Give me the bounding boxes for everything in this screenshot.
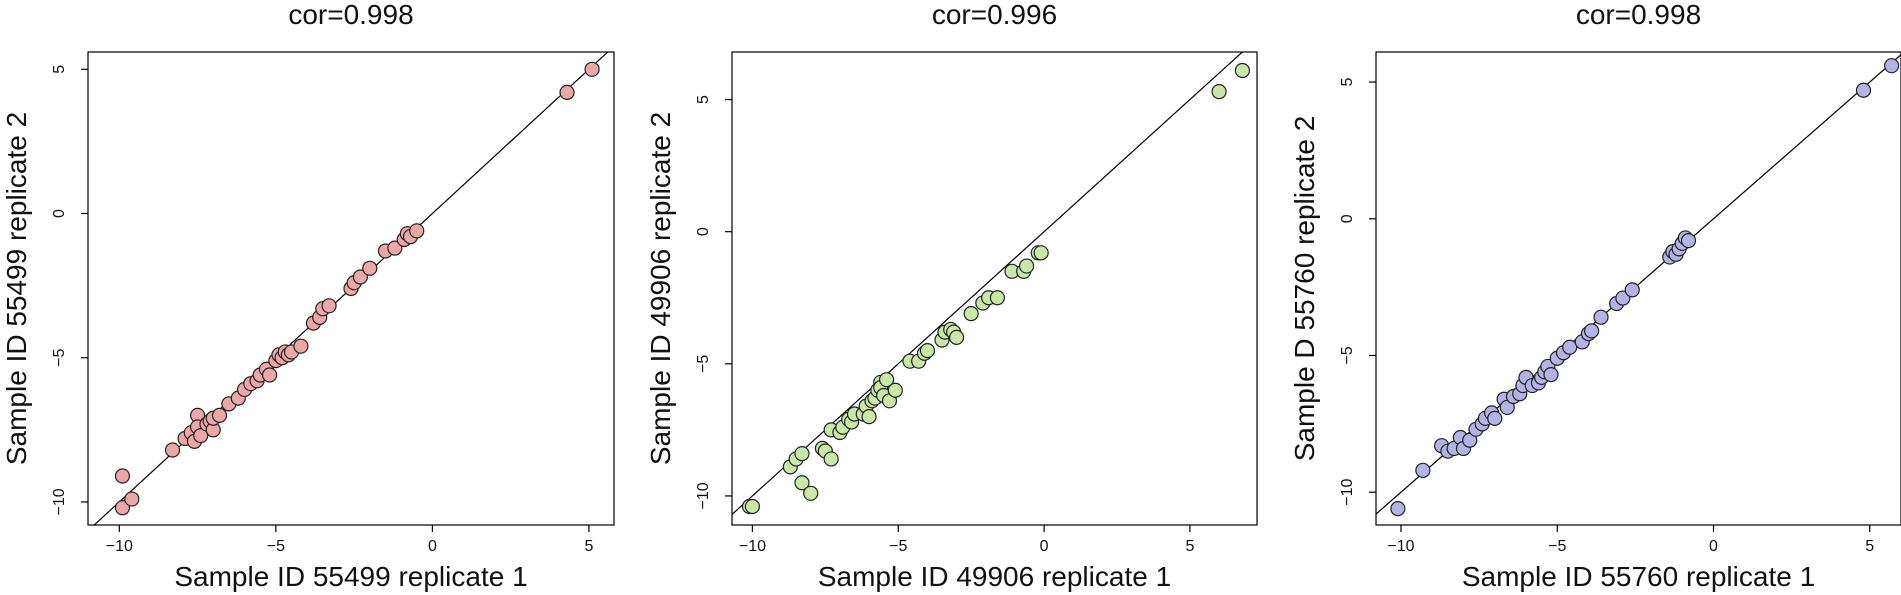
y-tick-label: 0 bbox=[695, 227, 712, 236]
data-point bbox=[409, 223, 425, 239]
panel-title: cor=0.998 bbox=[288, 0, 413, 30]
x-tick-label: −10 bbox=[1387, 538, 1414, 555]
x-axis-label: Sample ID 55499 replicate 1 bbox=[174, 561, 527, 592]
data-point bbox=[919, 342, 936, 359]
data-point bbox=[963, 306, 979, 322]
data-point bbox=[164, 442, 181, 458]
data-point bbox=[559, 84, 575, 100]
scatter-panel-1: cor=0.998 −10 −5 0 5 −10 −5 0 5 Sample ID 55499 r… bbox=[1, 0, 615, 592]
panel-title: cor=0.998 bbox=[1576, 0, 1701, 30]
y-tick-label: −10 bbox=[51, 488, 68, 515]
data-point bbox=[1234, 62, 1251, 79]
x-tick-label: 5 bbox=[584, 538, 593, 555]
data-point bbox=[1584, 323, 1600, 339]
x-tick-label: 0 bbox=[1709, 538, 1718, 555]
x-tick-label: 0 bbox=[428, 538, 437, 555]
data-point bbox=[193, 427, 209, 444]
data-point bbox=[878, 372, 895, 388]
y-tick-label: −5 bbox=[51, 349, 68, 367]
x-tick-label: −5 bbox=[267, 538, 285, 555]
y-tick-label: 0 bbox=[1339, 214, 1356, 223]
data-point bbox=[321, 298, 337, 314]
data-point bbox=[1018, 258, 1035, 274]
y-tick-label: −10 bbox=[1339, 479, 1356, 506]
data-point bbox=[1855, 82, 1872, 98]
data-point bbox=[1543, 367, 1559, 383]
identity-reference-line bbox=[732, 52, 1244, 516]
data-point bbox=[352, 269, 368, 285]
scatter-panel-2: cor=0.996 −10 −5 0 5 −10 −5 0 5 Sample ID 49906 r… bbox=[645, 0, 1258, 592]
plot-frame bbox=[1375, 51, 1901, 526]
data-point bbox=[989, 290, 1006, 306]
x-axis-label: Sample ID 55760 replicate 1 bbox=[1462, 561, 1815, 592]
y-tick-label: 0 bbox=[51, 209, 68, 218]
y-tick-label: 5 bbox=[1339, 78, 1356, 87]
data-point bbox=[261, 367, 278, 383]
x-tick-label: 0 bbox=[1040, 538, 1049, 555]
x-tick-label: −10 bbox=[739, 538, 766, 555]
data-point bbox=[124, 491, 140, 507]
plot-frame bbox=[731, 51, 1258, 526]
y-tick-label: −10 bbox=[695, 482, 712, 509]
data-point bbox=[1390, 500, 1406, 517]
y-tick-label: 5 bbox=[695, 95, 712, 104]
scatter-panel-3: cor=0.998 −10 −5 0 5 −10 −5 0 5 Sample ID 55760 r… bbox=[1289, 0, 1901, 592]
data-point bbox=[861, 409, 877, 425]
data-point bbox=[744, 498, 761, 515]
y-tick-label: −5 bbox=[1339, 346, 1356, 364]
data-point bbox=[823, 451, 839, 467]
y-tick-label: −5 bbox=[695, 355, 712, 373]
x-tick-label: 5 bbox=[1865, 538, 1874, 555]
data-point bbox=[387, 240, 403, 256]
data-point bbox=[803, 485, 819, 501]
y-tick-label: 5 bbox=[51, 65, 68, 74]
data-point bbox=[794, 475, 810, 491]
y-axis-label: Sample ID 49906 replicate 2 bbox=[645, 112, 676, 465]
data-point bbox=[293, 338, 309, 354]
y-axis-label: Sample D 55760 replicate 2 bbox=[1289, 116, 1320, 462]
data-point bbox=[1562, 339, 1578, 355]
data-point bbox=[584, 61, 600, 77]
data-point bbox=[1415, 462, 1431, 478]
x-tick-label: −10 bbox=[106, 538, 133, 555]
x-tick-label: −5 bbox=[889, 538, 907, 555]
y-axis-label: Sample ID 55499 replicate 2 bbox=[1, 112, 32, 465]
data-point bbox=[1033, 245, 1049, 261]
plot-frame bbox=[87, 51, 615, 526]
data-point bbox=[1211, 84, 1227, 100]
data-point bbox=[1680, 233, 1697, 249]
data-point bbox=[948, 329, 965, 345]
data-point bbox=[362, 260, 378, 276]
data-point bbox=[794, 446, 810, 462]
data-point bbox=[114, 468, 131, 484]
data-point bbox=[1593, 309, 1609, 325]
x-tick-label: 5 bbox=[1185, 538, 1194, 555]
data-point bbox=[1487, 410, 1503, 426]
data-point bbox=[1624, 282, 1640, 298]
x-axis-label: Sample ID 49906 replicate 1 bbox=[818, 561, 1171, 592]
data-point bbox=[1884, 58, 1900, 74]
data-point bbox=[887, 382, 903, 398]
data-point bbox=[211, 407, 228, 424]
x-tick-label: −5 bbox=[1548, 538, 1566, 555]
panel-title: cor=0.996 bbox=[932, 0, 1057, 30]
data-point bbox=[114, 500, 131, 516]
